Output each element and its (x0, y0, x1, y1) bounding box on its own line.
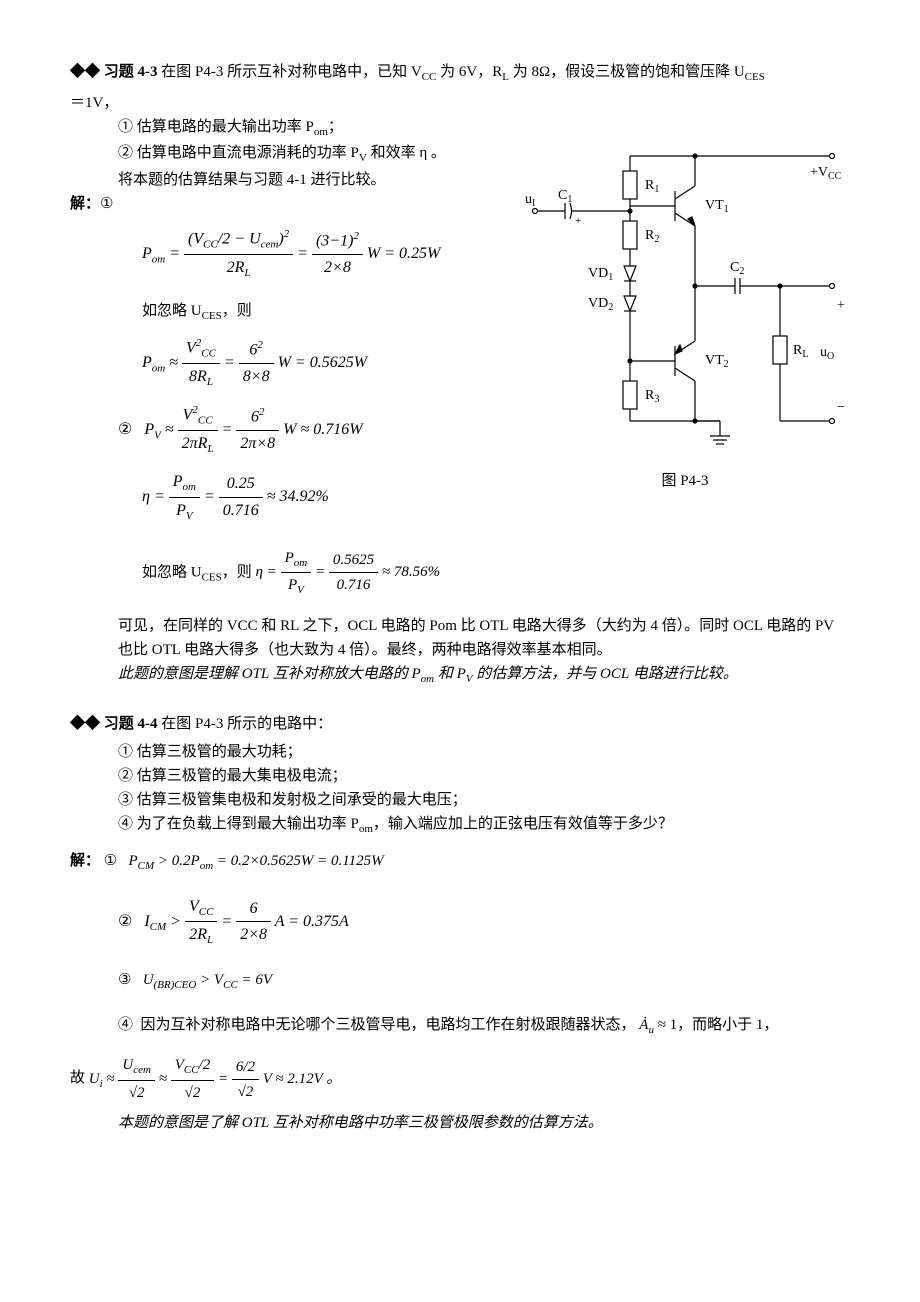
svg-text:R3: R3 (645, 388, 659, 405)
svg-text:VT2: VT2 (705, 353, 729, 370)
svg-text:C1: C1 (558, 188, 572, 205)
left-column: ② 估算电路中直流电源消耗的功率 PV 和效率 η 。 将本题的估算结果与习题 … (70, 141, 520, 535)
p44-sol2: ② ICM > VCC 2RL = 6 2×8 A = 0.375A (118, 894, 850, 951)
formula-pom: Pom = (VCC/2 − Ucem)2 2RL = (3−1)2 2×8 W… (142, 226, 520, 283)
ignore-uces-2: 如忽略 UCES，则 η = Pom PV = 0.5625 0.716 ≈ 7… (70, 546, 850, 600)
conclusion: 可见，在同样的 VCC 和 RL 之下，OCL 电路的 Pom 比 OTL 电路… (70, 614, 850, 662)
p44-sol3: ③ U(BR)CEO > VCC = 6V (70, 968, 850, 995)
formula-pv: ② PV ≈ V2CC 2πRL = 62 2π×8 W ≈ 0.716W (118, 402, 520, 459)
svg-text:VD2: VD2 (588, 296, 613, 313)
p44-header: ◆◆ 习题 4-4 在图 P4-3 所示的电路中： (70, 712, 850, 736)
circuit-svg: uI C1 + R1 R2 VD1 VD2 R3 VT1 VT2 C2 RL +… (520, 141, 850, 461)
p43-note: 此题的意图是理解 OTL 互补对称放大电路的 Pom 和 PV 的估算方法，并与… (70, 662, 850, 689)
svg-text:RL: RL (793, 343, 808, 360)
p43-item1: ① 估算电路的最大输出功率 Pom； (70, 115, 850, 142)
p44-item1: ① 估算三极管的最大功耗； (70, 740, 850, 764)
p43-header: ◆◆ 习题 4-3 在图 P4-3 所示互补对称电路中，已知 VCC 为 6V，… (70, 60, 850, 87)
svg-text:uI: uI (525, 192, 535, 209)
svg-text:+VCC: +VCC (810, 165, 842, 182)
svg-text:+: + (575, 215, 581, 227)
solution-start: 解：① (70, 192, 520, 216)
svg-text:C2: C2 (730, 260, 744, 277)
figure-label: 图 P4-3 (520, 469, 850, 493)
p43-header-line2: ＝1V， (70, 91, 850, 115)
p44-item3: ③ 估算三极管集电极和发射极之间承受的最大电压； (70, 788, 850, 812)
svg-text:−: − (837, 400, 845, 415)
formula-pom-approx: Pom ≈ V2CC 8RL = 62 8×8 W = 0.5625W (142, 335, 520, 392)
formula-eta: η = Pom PV = 0.25 0.716 ≈ 34.92% (142, 469, 520, 526)
p44-sol4-formula: 故 Ui ≈ Ucem √2 ≈ VCC/2 √2 = 6/2 √2 V ≈ 2… (70, 1053, 850, 1105)
p43-item2: ② 估算电路中直流电源消耗的功率 PV 和效率 η 。 (70, 141, 520, 168)
ignore-uces: 如忽略 UCES，则 (70, 299, 520, 326)
content-row: ② 估算电路中直流电源消耗的功率 PV 和效率 η 。 将本题的估算结果与习题 … (70, 141, 850, 535)
header-prefix: ◆◆ 习题 4-3 (70, 64, 158, 80)
svg-text:VT1: VT1 (705, 198, 729, 215)
p43-item3: 将本题的估算结果与习题 4-1 进行比较。 (70, 168, 520, 192)
p44-item2: ② 估算三极管的最大集电极电流； (70, 764, 850, 788)
svg-text:uO: uO (820, 345, 834, 362)
circuit-diagram: uI C1 + R1 R2 VD1 VD2 R3 VT1 VT2 C2 RL +… (520, 141, 850, 493)
svg-text:+: + (837, 298, 845, 313)
problem-4-4: ◆◆ 习题 4-4 在图 P4-3 所示的电路中： ① 估算三极管的最大功耗； … (70, 712, 850, 1135)
p44-sol4: ④ 因为互补对称电路中无论哪个三极管导电，电路均工作在射极跟随器状态， Ȧu ≈… (70, 1013, 850, 1040)
p44-sol1: 解： ① PCM > 0.2Pom = 0.2×0.5625W = 0.1125… (70, 849, 850, 876)
svg-text:R1: R1 (645, 178, 659, 195)
svg-text:R2: R2 (645, 228, 659, 245)
p44-note: 本题的意图是了解 OTL 互补对称电路中功率三极管极限参数的估算方法。 (70, 1111, 850, 1135)
svg-text:VD1: VD1 (588, 266, 613, 283)
p44-item4: ④ 为了在负载上得到最大输出功率 Pom，输入端应加上的正弦电压有效值等于多少？ (70, 812, 850, 839)
problem-4-3: ◆◆ 习题 4-3 在图 P4-3 所示互补对称电路中，已知 VCC 为 6V，… (70, 60, 850, 688)
